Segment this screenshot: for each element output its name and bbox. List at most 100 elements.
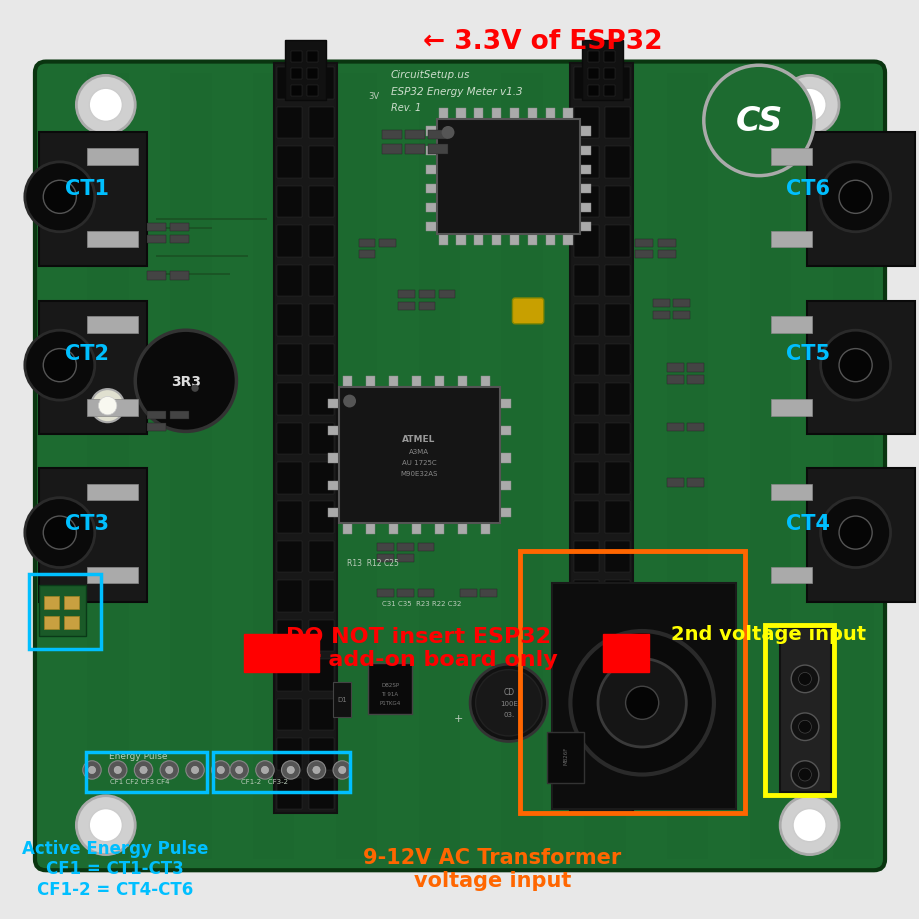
Bar	[438, 108, 448, 119]
Bar	[806, 133, 914, 267]
Bar	[499, 508, 510, 517]
Bar	[770, 484, 811, 501]
Bar	[509, 234, 518, 245]
Circle shape	[25, 498, 95, 568]
Bar	[308, 777, 334, 810]
Circle shape	[230, 761, 248, 779]
Bar	[404, 145, 425, 154]
Bar	[573, 502, 598, 533]
Circle shape	[820, 331, 890, 401]
Bar	[342, 377, 351, 388]
Circle shape	[779, 76, 838, 135]
Bar	[425, 165, 437, 175]
Text: CT1: CT1	[65, 178, 109, 199]
Bar	[277, 699, 302, 731]
Bar	[509, 108, 518, 119]
Bar	[358, 240, 375, 248]
Circle shape	[160, 761, 178, 779]
Text: +: +	[453, 714, 462, 723]
Bar	[308, 187, 334, 218]
FancyBboxPatch shape	[35, 62, 884, 870]
Text: 3V: 3V	[368, 92, 379, 101]
Bar	[308, 699, 334, 731]
Bar	[604, 581, 630, 612]
Bar	[551, 584, 735, 809]
Bar	[604, 541, 630, 573]
Bar	[418, 302, 435, 311]
Bar	[573, 660, 598, 691]
Bar	[412, 524, 421, 535]
Circle shape	[820, 498, 890, 568]
Bar	[277, 502, 302, 533]
Text: ESP32 Energy Meter v1.3: ESP32 Energy Meter v1.3	[391, 87, 522, 96]
Bar	[87, 484, 138, 501]
Bar	[368, 664, 412, 714]
Bar	[657, 240, 675, 248]
Circle shape	[703, 66, 813, 176]
Bar	[573, 620, 598, 652]
Text: CT4: CT4	[785, 514, 829, 534]
Bar	[335, 74, 377, 859]
Bar	[492, 108, 501, 119]
Bar	[634, 240, 652, 248]
Bar	[770, 317, 811, 334]
Bar	[377, 554, 393, 562]
Bar	[397, 554, 414, 562]
Circle shape	[191, 385, 199, 392]
Bar	[657, 251, 675, 259]
Bar	[147, 424, 165, 432]
Circle shape	[570, 631, 713, 775]
Circle shape	[43, 349, 76, 382]
Bar	[765, 625, 834, 795]
Circle shape	[217, 766, 224, 774]
Text: DO NOT insert ESP32
For add-on board only: DO NOT insert ESP32 For add-on board onl…	[279, 627, 557, 669]
Bar	[418, 74, 460, 859]
Bar	[779, 629, 830, 792]
Circle shape	[88, 766, 96, 774]
Circle shape	[281, 761, 300, 779]
Circle shape	[338, 766, 346, 774]
Bar	[308, 739, 334, 770]
Bar	[277, 581, 302, 612]
Bar	[397, 589, 414, 597]
Circle shape	[470, 664, 547, 742]
Bar	[499, 482, 510, 491]
Text: D1: D1	[337, 697, 346, 702]
Text: MB26F: MB26F	[562, 746, 568, 765]
Bar	[308, 660, 334, 691]
Bar	[244, 634, 319, 673]
Bar	[604, 345, 630, 376]
Bar	[604, 383, 630, 415]
Bar	[308, 266, 334, 297]
Bar	[573, 777, 598, 810]
Bar	[492, 234, 501, 245]
Bar	[666, 364, 683, 372]
Circle shape	[191, 766, 199, 774]
Circle shape	[261, 766, 268, 774]
Text: CT5: CT5	[785, 344, 829, 364]
Bar	[366, 377, 375, 388]
Bar	[604, 108, 630, 140]
Text: A3MA: A3MA	[409, 448, 428, 454]
Circle shape	[186, 761, 204, 779]
Bar	[573, 699, 598, 731]
Bar	[473, 234, 482, 245]
Circle shape	[343, 395, 356, 408]
Bar	[308, 502, 334, 533]
Circle shape	[792, 809, 825, 842]
Circle shape	[211, 761, 230, 779]
Text: ← 3.3V of ESP32: ← 3.3V of ESP32	[423, 29, 662, 55]
Bar	[604, 660, 630, 691]
Bar	[579, 127, 590, 136]
Bar	[625, 74, 666, 859]
Bar	[457, 524, 466, 535]
Text: M90E32AS: M90E32AS	[400, 471, 437, 476]
Bar	[666, 74, 708, 859]
Bar	[604, 739, 630, 770]
Bar	[573, 68, 598, 100]
Circle shape	[312, 766, 320, 774]
Bar	[39, 469, 147, 602]
Bar	[666, 376, 683, 384]
Text: ATMEL: ATMEL	[402, 435, 436, 444]
Text: CT2: CT2	[65, 344, 109, 364]
